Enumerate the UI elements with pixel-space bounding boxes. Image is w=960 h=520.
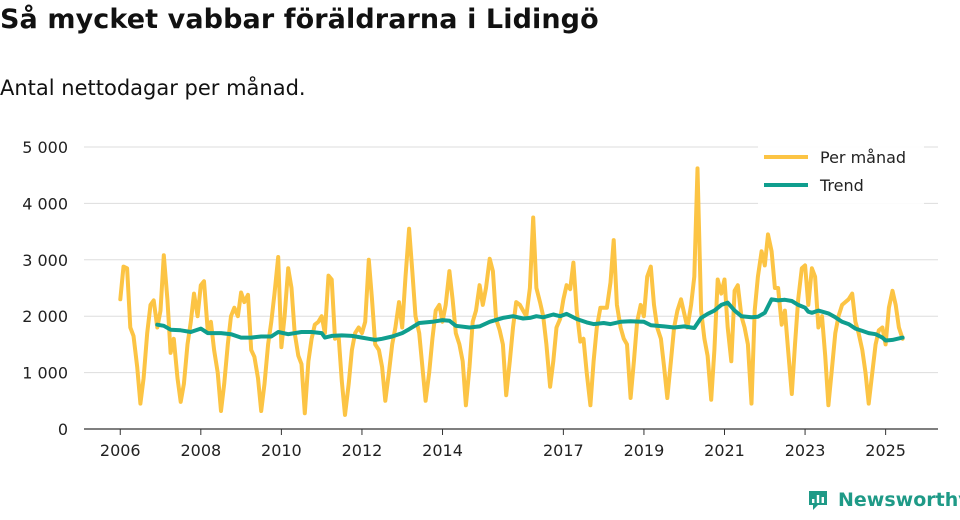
y-tick-label: 5 000 xyxy=(22,138,68,157)
x-tick-label: 2008 xyxy=(180,441,221,460)
x-tick-label: 2025 xyxy=(865,441,906,460)
brand-name: Newsworthy xyxy=(838,489,960,511)
y-tick-label: 1 000 xyxy=(22,364,68,383)
legend-item-trend: Trend xyxy=(764,176,864,195)
y-tick-label: 2 000 xyxy=(22,307,68,326)
x-tick-label: 2023 xyxy=(785,441,826,460)
legend: Per månad Trend xyxy=(758,144,924,204)
x-tick-label: 2006 xyxy=(100,441,141,460)
y-tick-label: 0 xyxy=(58,420,68,439)
bar-chart-badge-icon xyxy=(809,491,827,510)
x-tick-label: 2014 xyxy=(422,441,463,460)
y-tick-label: 4 000 xyxy=(22,194,68,213)
x-tick-label: 2012 xyxy=(342,441,383,460)
series-line-trend xyxy=(155,297,905,343)
legend-item-per-month: Per månad xyxy=(764,148,906,167)
brand-logo: Newsworthy xyxy=(806,488,960,512)
x-tick-label: 2019 xyxy=(624,441,665,460)
page-subtitle: Antal nettodagar per månad. xyxy=(0,76,306,100)
y-tick-label: 3 000 xyxy=(22,251,68,270)
legend-label: Per månad xyxy=(820,148,906,167)
x-tick-label: 2021 xyxy=(704,441,745,460)
legend-background xyxy=(758,144,924,204)
x-tick-label: 2017 xyxy=(543,441,584,460)
series-line-per-month xyxy=(118,166,905,417)
page-title: Så mycket vabbar föräldrarna i Lidingö xyxy=(0,4,599,35)
x-tick-label: 2010 xyxy=(261,441,302,460)
legend-label: Trend xyxy=(819,176,864,195)
